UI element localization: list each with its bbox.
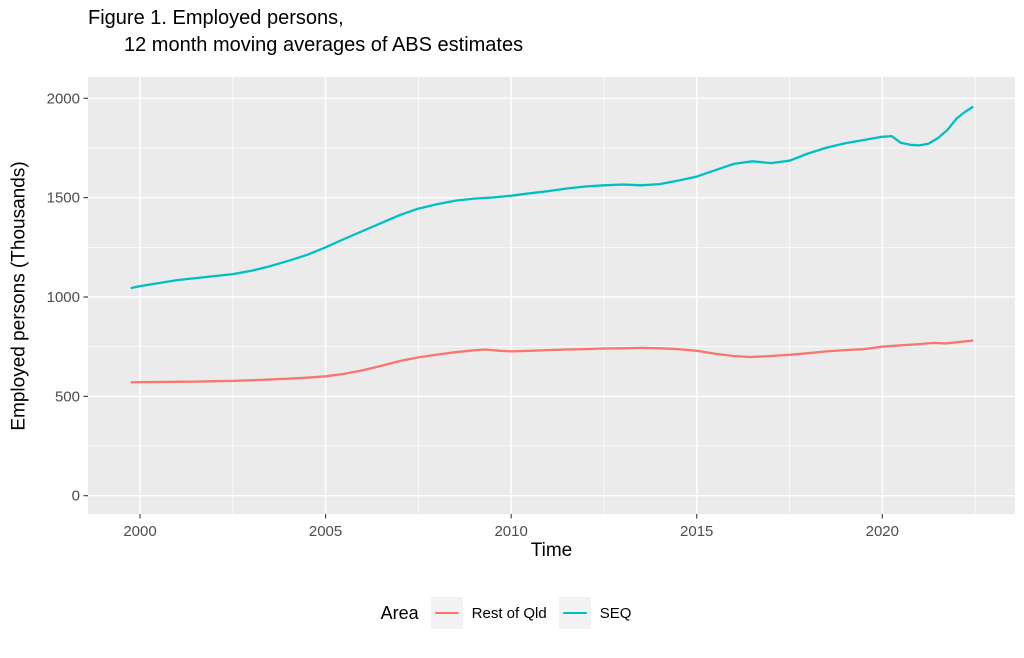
legend-line-sample [562, 611, 587, 615]
legend-label: Rest of Qld [471, 604, 547, 622]
y-tick-label: 1000 [47, 289, 80, 306]
panel-background [88, 77, 1015, 514]
y-tick-label: 1500 [47, 190, 80, 207]
legend-line-sample [434, 611, 459, 615]
x-axis-title: Time [530, 540, 573, 561]
legend-entry-rest-of-qld: Rest of Qld [430, 597, 547, 629]
x-tick-label: 2015 [680, 523, 713, 540]
legend-key-box [430, 597, 463, 629]
legend-entry-seq: SEQ [558, 597, 632, 629]
y-tick-label: 500 [55, 388, 80, 405]
legend: Area Rest of Qld SEQ [0, 597, 1024, 629]
legend-title: Area [380, 602, 419, 623]
series-line-rest-of-qld [130, 339, 974, 384]
x-tick-label: 2005 [309, 523, 342, 540]
chart-title-line2: 12 month moving averages of ABS estimate… [124, 34, 524, 56]
legend-key-box [558, 597, 591, 629]
y-axis-title: Employed persons (Thousands) [9, 160, 30, 431]
chart-title: Figure 1. Employed persons, 12 month mov… [88, 5, 523, 59]
x-tick-label: 2020 [866, 523, 899, 540]
x-tick-label: 2010 [494, 523, 527, 540]
series-line-seq [130, 105, 974, 290]
y-tick-label: 0 [72, 488, 80, 505]
x-tick-label: 2000 [123, 523, 156, 540]
legend-label: SEQ [599, 604, 632, 622]
chart-title-line1: Figure 1. Employed persons, [88, 7, 344, 29]
y-tick-label: 2000 [47, 90, 80, 107]
